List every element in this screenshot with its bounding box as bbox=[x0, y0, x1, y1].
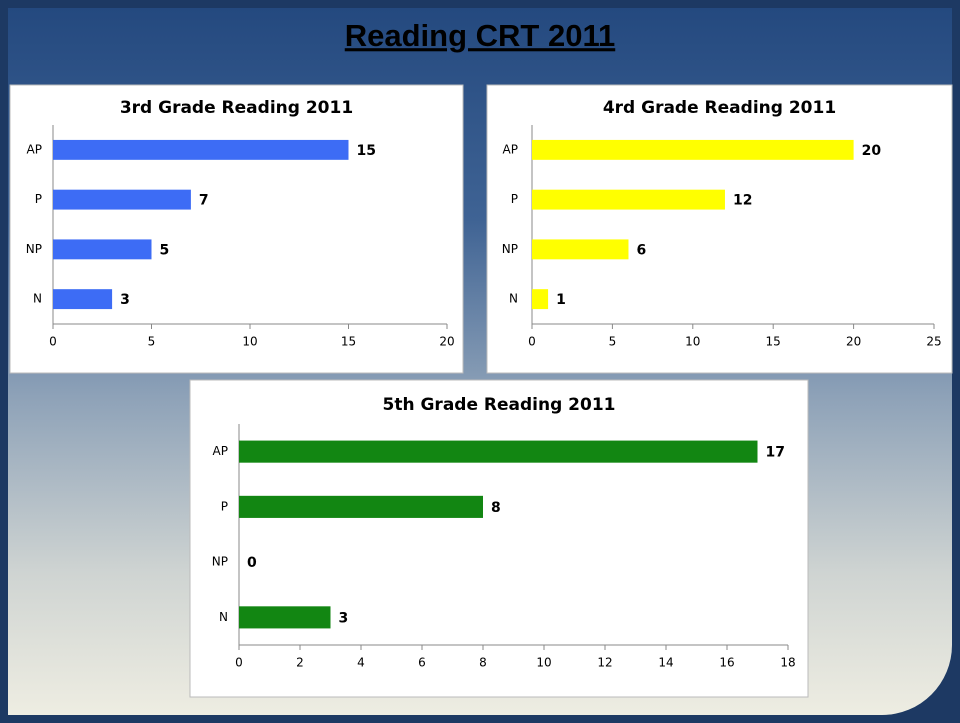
x-tick-label: 0 bbox=[49, 335, 57, 349]
data-label: 1 bbox=[556, 292, 566, 308]
y-tick-label: P bbox=[35, 192, 42, 206]
chart-title: 4rd Grade Reading 2011 bbox=[603, 98, 836, 118]
x-tick-label: 10 bbox=[242, 335, 257, 349]
x-tick-label: 8 bbox=[479, 656, 487, 670]
x-tick-label: 12 bbox=[597, 656, 612, 670]
y-tick-label: NP bbox=[26, 242, 42, 256]
bar bbox=[53, 239, 152, 260]
x-tick-label: 5 bbox=[609, 335, 617, 349]
bar bbox=[239, 495, 483, 518]
y-tick-label: N bbox=[509, 292, 518, 306]
data-label: 8 bbox=[491, 500, 501, 516]
bar bbox=[53, 189, 191, 210]
x-tick-label: 20 bbox=[846, 335, 861, 349]
x-tick-label: 2 bbox=[296, 656, 304, 670]
bar bbox=[239, 606, 331, 629]
bar bbox=[53, 289, 113, 310]
x-tick-label: 10 bbox=[536, 656, 551, 670]
chart-box bbox=[9, 84, 464, 374]
data-label: 12 bbox=[733, 193, 752, 209]
data-label: 3 bbox=[120, 292, 130, 308]
data-label: 20 bbox=[862, 143, 882, 159]
chart-box bbox=[486, 84, 953, 374]
x-tick-label: 18 bbox=[780, 656, 795, 670]
chart-title: 5th Grade Reading 2011 bbox=[383, 395, 616, 415]
x-tick-label: 5 bbox=[148, 335, 156, 349]
bar bbox=[53, 139, 349, 160]
x-tick-label: 0 bbox=[528, 335, 536, 349]
y-tick-label: P bbox=[511, 192, 518, 206]
x-tick-label: 20 bbox=[439, 335, 454, 349]
data-label: 3 bbox=[339, 610, 349, 626]
x-tick-label: 4 bbox=[357, 656, 365, 670]
y-tick-label: AP bbox=[27, 142, 42, 156]
bar bbox=[532, 189, 725, 210]
y-tick-label: N bbox=[33, 292, 42, 306]
data-label: 6 bbox=[636, 242, 646, 258]
y-tick-label: NP bbox=[212, 555, 228, 569]
data-label: 17 bbox=[766, 445, 785, 461]
x-tick-label: 16 bbox=[719, 656, 734, 670]
data-label: 0 bbox=[247, 555, 257, 571]
bar bbox=[239, 440, 758, 463]
chart-box bbox=[189, 379, 809, 698]
y-tick-label: N bbox=[219, 610, 228, 624]
bar bbox=[532, 289, 549, 310]
y-tick-label: P bbox=[221, 499, 228, 513]
bar bbox=[532, 139, 854, 160]
x-tick-label: 14 bbox=[658, 656, 673, 670]
x-tick-label: 6 bbox=[418, 656, 426, 670]
chart-title: 3rd Grade Reading 2011 bbox=[120, 98, 353, 118]
x-tick-label: 25 bbox=[926, 335, 941, 349]
data-label: 5 bbox=[160, 242, 170, 258]
slide-title: Reading CRT 2011 bbox=[345, 18, 615, 53]
x-tick-label: 15 bbox=[341, 335, 356, 349]
data-label: 7 bbox=[199, 193, 209, 209]
data-label: 15 bbox=[357, 143, 376, 159]
y-tick-label: AP bbox=[503, 142, 518, 156]
y-tick-label: NP bbox=[502, 242, 518, 256]
bar bbox=[532, 239, 629, 260]
x-tick-label: 15 bbox=[766, 335, 781, 349]
x-tick-label: 10 bbox=[685, 335, 700, 349]
y-tick-label: AP bbox=[213, 444, 228, 458]
x-tick-label: 0 bbox=[235, 656, 243, 670]
